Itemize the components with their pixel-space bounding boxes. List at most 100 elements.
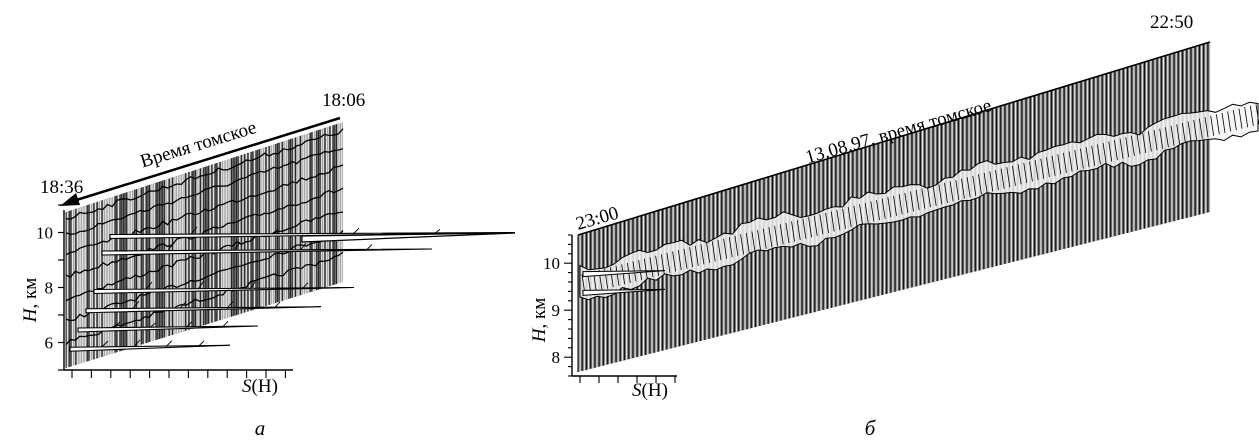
panel-b-layer-trace — [949, 181, 954, 202]
panel-b-layer-trace — [757, 230, 761, 251]
panel-b-layer-trace — [876, 200, 880, 221]
panel-b-layer-trace — [666, 252, 671, 273]
panel-b-layer-trace — [813, 215, 818, 236]
panel-b-layer-trace — [621, 264, 626, 285]
panel-b-layer-trace — [961, 178, 965, 199]
panel-a-ridge — [65, 148, 344, 235]
panel-b-layer-trace — [1074, 150, 1079, 171]
panel-b-layer-trace — [1210, 115, 1215, 136]
panel-a-y-label: H, км — [20, 278, 41, 324]
panel-b-layer-trace — [711, 241, 716, 262]
panel-a-peak-spike — [101, 340, 109, 348]
panel-b-layer-trace — [1215, 114, 1220, 135]
panel-a-time-arrow — [69, 116, 341, 204]
panel-b-layer-trace — [1238, 108, 1243, 129]
panel-a-ridge — [65, 187, 344, 278]
panel-a-peak-spike — [221, 320, 229, 328]
panel-b-layer-trace — [1153, 130, 1158, 151]
panel-b-layer-trace — [796, 220, 801, 241]
panel-b-layer-trace — [859, 204, 863, 225]
panel-b-layer-trace — [1176, 124, 1181, 145]
panel-b-y-tick-label: 8 — [552, 348, 561, 367]
panel-b-layer-trace — [1136, 134, 1141, 155]
panel-b-layer-trace — [723, 238, 727, 259]
panel-a-x-ticks — [71, 370, 286, 378]
panel-b-time-start: 22:50 — [1150, 12, 1193, 33]
panel-b-layer-trace — [1046, 157, 1050, 178]
panel-b-layer-trace — [830, 211, 835, 232]
panel-b-layer-trace — [615, 265, 620, 286]
panel-a-y-tick-label: 6 — [45, 334, 54, 353]
panel-b-layer-trace — [1034, 160, 1039, 181]
panel-b-layer-trace — [944, 182, 948, 203]
panel-a-peak-spike — [226, 301, 234, 309]
panel-b-y-tick-label: 9 — [552, 301, 561, 320]
panel-b-layer-trace — [643, 258, 648, 279]
panel-b-layer-trace — [864, 202, 869, 223]
panel-a-time-arrowhead — [60, 193, 80, 206]
panel-b-layer-trace — [921, 188, 926, 209]
panel-a-peak-spike — [132, 300, 140, 309]
panel-a-peak-spike — [179, 301, 187, 309]
panel-b-layer-trace — [1012, 165, 1016, 186]
panel-b-layer-trace — [1017, 164, 1022, 185]
panel-b-layer-trace — [989, 171, 994, 192]
panel-a-caption: а — [255, 416, 266, 440]
panel-b-layer-trace — [995, 170, 999, 191]
panel-b-layer-trace — [700, 244, 705, 265]
panel-b-layer-trace — [706, 242, 711, 263]
panel-b-layer-trace — [1006, 167, 1011, 188]
panel-a-peak-spike — [190, 226, 198, 235]
panel-b-layer-trace — [779, 224, 784, 245]
panel-b-layer-trace — [1249, 105, 1254, 126]
panel-a-peak-spike — [145, 281, 153, 290]
panel-a-time-start: 18:06 — [322, 90, 365, 111]
panel-b-layer-trace — [808, 217, 812, 238]
panel-b-layer-trace — [938, 184, 943, 205]
panel-b-y-tick-label: 10 — [543, 254, 560, 273]
panel-b-layer-trace — [1181, 122, 1186, 143]
panel-a-peak-spike — [273, 301, 281, 309]
panel-b-layer-trace — [762, 228, 767, 249]
panel-b-layer-trace — [978, 174, 982, 195]
panel-a-peak-spike — [197, 280, 205, 290]
panel-b-layer-trace — [694, 245, 699, 266]
panel-b-layer-trace — [847, 207, 852, 228]
panel-a-x-label: S(H) — [242, 376, 278, 397]
panel-a-peak-spike — [271, 228, 279, 235]
panel-b-layer-trace — [1204, 117, 1209, 138]
panel-b-top-edge — [577, 41, 1211, 236]
panel-b-layer-trace — [745, 232, 750, 253]
panel-b-y-ticks: 8 9 10 — [543, 234, 572, 377]
panel-b-layer-trace — [887, 197, 892, 218]
panel-a-peak — [69, 344, 231, 352]
panel-b-layer-trace — [774, 225, 778, 246]
panel-b-layer-trace — [638, 260, 643, 281]
panel-b-layer-trace — [1108, 141, 1113, 162]
panel-b-x-ticks — [579, 376, 676, 383]
panel-b-layer-trace — [1023, 162, 1028, 183]
panel-b-layer-trace — [1130, 135, 1135, 156]
panel-b-layer-trace — [1040, 158, 1045, 179]
panel-a-peak-spike — [185, 321, 193, 328]
panel-b-layer-trace — [972, 175, 977, 196]
panel-b-layer-trace — [689, 247, 694, 268]
panel-b-layer-trace — [983, 172, 988, 193]
panel-a-peak-spike — [433, 229, 441, 235]
panel-b-layer-trace — [966, 177, 971, 198]
panel-a-y-ticks: 6 8 10 — [36, 204, 64, 371]
panel-a-peak-spike — [167, 242, 175, 251]
panel-a-peak-spike — [301, 282, 309, 290]
panel-b-layer-trace — [1057, 154, 1062, 175]
panel-b-layer-trace — [853, 205, 858, 226]
panel-b-layer-trace — [677, 250, 682, 271]
panel-b-layer-trace — [1085, 147, 1090, 168]
panel-a-peaks — [69, 226, 516, 352]
panel-b-layer-trace — [825, 212, 829, 233]
panel-a-y-tick-label: 8 — [45, 279, 54, 298]
panel-a-main-peak — [301, 232, 516, 243]
panel-b-waterfall — [577, 41, 1259, 372]
panel-a-peak-spike — [249, 280, 257, 290]
panel-b-layer-trace — [1068, 151, 1073, 172]
